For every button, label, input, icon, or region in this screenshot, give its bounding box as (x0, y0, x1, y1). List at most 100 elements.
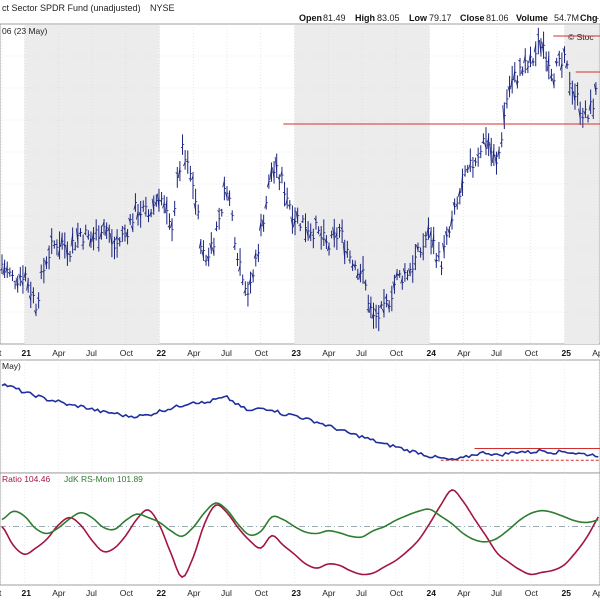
high-value: 83.05 (377, 13, 400, 23)
ohlc-open-tick (253, 252, 257, 259)
ohlc-open-tick (272, 167, 275, 181)
ohlc-open-tick (0, 268, 3, 271)
ohlc-open-tick (159, 200, 162, 203)
ohlc-open-tick (460, 174, 463, 193)
ohlc-open-tick (565, 61, 568, 69)
ohlc-open-tick (227, 192, 231, 201)
low-label: Low (409, 13, 428, 23)
ohlc-open-tick (562, 48, 565, 54)
ohlc-open-tick (384, 295, 387, 299)
ohlc-open-tick (371, 312, 374, 319)
ohlc-open-tick (109, 234, 113, 246)
ohlc-open-tick (133, 204, 136, 210)
rs-grid (1, 360, 599, 473)
x-tick-label: Oct (390, 348, 404, 358)
ohlc-open-tick (528, 52, 531, 64)
ohlc-open-tick (57, 248, 60, 257)
ohlc-open-tick (552, 78, 555, 87)
rrg-momentum-line (1, 502, 599, 543)
ohlc-open-tick (7, 271, 11, 275)
ohlc-open-tick (457, 190, 461, 197)
ohlc-open-tick (5, 265, 8, 273)
ohlc-open-tick (366, 308, 369, 311)
x-tick-label: 21 (22, 348, 32, 358)
ohlc-open-tick (217, 210, 220, 213)
ohlc-open-tick (211, 247, 215, 255)
ohlc-open-tick (478, 152, 482, 155)
ohlc-open-tick (473, 159, 476, 163)
ohlc-open-tick (55, 243, 58, 246)
chart-title: ct Sector SPDR Fund (unadjusted) (2, 3, 141, 13)
watermark: © Stoc (568, 32, 594, 42)
ohlc-open-tick (334, 232, 338, 238)
x-tick-label: Apr (322, 348, 335, 358)
ohlc-open-tick (402, 268, 406, 275)
ohlc-open-tick (541, 41, 544, 55)
ohlc-open-tick (436, 255, 440, 258)
ohlc-open-tick (332, 226, 335, 241)
open-label: Open (299, 13, 322, 23)
x-tick-label: Apr (592, 348, 600, 358)
low-value: 79.17 (429, 13, 452, 23)
ohlc-open-tick (324, 238, 327, 245)
ohlc-open-tick (206, 255, 210, 262)
ohlc-open-tick (295, 211, 299, 222)
ohlc-open-tick (578, 108, 581, 119)
ohlc-open-tick (293, 216, 296, 228)
ohlc-open-tick (193, 202, 196, 211)
ohlc-open-tick (75, 228, 79, 243)
ohlc-open-tick (39, 271, 42, 273)
x-tick-label: Jul (491, 348, 502, 358)
ohlc-open-tick (219, 209, 222, 211)
ohlc-open-tick (175, 172, 178, 175)
ohlc-open-tick (502, 105, 505, 127)
price-bars (0, 27, 598, 332)
ohlc-open-tick (408, 268, 411, 276)
ohlc-open-tick (138, 211, 142, 217)
ohlc-open-tick (214, 227, 217, 230)
ohlc-open-tick (62, 243, 66, 247)
ohlc-open-tick (491, 147, 495, 164)
ohlc-open-tick (426, 224, 429, 237)
ohlc-open-tick (285, 198, 288, 206)
volume-value: 54.7M (554, 13, 579, 23)
ohlc-open-tick (465, 168, 468, 171)
ohlc-open-tick (279, 170, 283, 177)
ohlc-open-tick (243, 289, 246, 294)
ohlc-open-tick (149, 211, 152, 217)
ohlc-open-tick (81, 244, 84, 246)
x-tick-label: Jul (356, 348, 367, 358)
ohlc-open-tick (340, 227, 343, 230)
ohlc-open-tick (99, 231, 102, 239)
x-tick-label: Apr (592, 588, 600, 598)
x-tick-label: Oct (120, 588, 134, 598)
ohlc-open-tick (413, 262, 416, 266)
ohlc-open-tick (358, 271, 361, 280)
x-tick-label: Jul (86, 588, 97, 598)
ohlc-open-tick (117, 237, 121, 242)
x-tick-label: Oct (525, 348, 539, 358)
ohlc-open-tick (424, 235, 426, 237)
ohlc-open-tick (49, 235, 53, 239)
ohlc-open-tick (486, 135, 490, 150)
ohlc-open-tick (23, 270, 26, 279)
ohlc-open-tick (269, 167, 272, 180)
x-tick-label: 22 (157, 588, 167, 598)
rs-series-line (1, 383, 599, 461)
ohlc-open-tick (418, 250, 421, 253)
ohlc-open-tick (567, 91, 571, 94)
x-tick-label: Oct (120, 348, 134, 358)
ohlc-open-tick (44, 260, 47, 267)
ohlc-open-tick (593, 83, 597, 93)
ohlc-open-tick (188, 178, 191, 180)
ohlc-open-tick (104, 225, 108, 237)
ohlc-open-tick (583, 111, 586, 116)
ohlc-open-tick (374, 308, 377, 313)
rrg-ratio-line (1, 489, 599, 579)
ohlc-open-tick (26, 279, 29, 291)
ohlc-open-tick (86, 235, 89, 239)
ohlc-open-tick (416, 244, 419, 251)
x-tick-label: Jul (356, 588, 367, 598)
rrg-grid (1, 473, 599, 585)
ohlc-open-tick (515, 79, 518, 87)
